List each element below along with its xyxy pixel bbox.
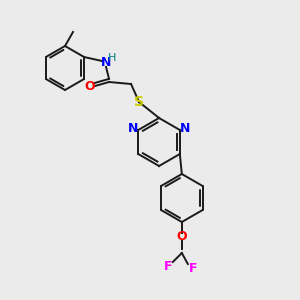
Text: H: H — [108, 53, 116, 63]
Text: N: N — [180, 122, 190, 136]
Text: O: O — [85, 80, 95, 92]
Text: F: F — [164, 260, 172, 274]
Text: S: S — [134, 95, 144, 109]
Text: N: N — [128, 122, 139, 136]
Text: F: F — [189, 262, 197, 275]
Text: O: O — [176, 230, 187, 242]
Text: N: N — [101, 56, 111, 68]
